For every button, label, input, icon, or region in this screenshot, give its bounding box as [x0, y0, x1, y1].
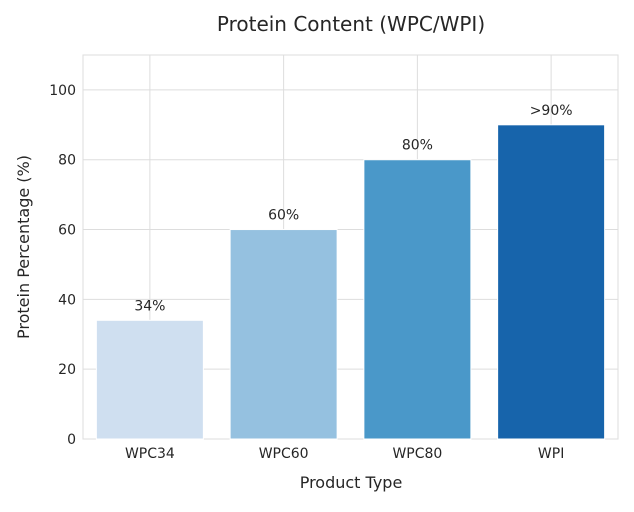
bar: [229, 229, 338, 440]
y-tick-label: 100: [49, 83, 76, 99]
y-tick-label: 0: [67, 432, 76, 448]
y-tick-label: 60: [58, 223, 76, 239]
y-axis-label: Protein Percentage (%): [14, 155, 33, 339]
x-tick-label: WPI: [538, 446, 564, 462]
data-label: 34%: [134, 298, 165, 314]
data-label: 60%: [268, 208, 299, 224]
y-tick-label: 80: [58, 153, 76, 169]
data-label: >90%: [530, 103, 573, 119]
bar: [497, 124, 606, 440]
data-label: 80%: [402, 138, 433, 154]
bar: [363, 159, 472, 440]
y-tick-label: 40: [58, 292, 76, 308]
y-tick-label: 20: [58, 362, 76, 378]
x-tick-label: WPC60: [259, 446, 309, 462]
chart-title: Protein Content (WPC/WPI): [217, 12, 485, 36]
x-tick-label: WPC34: [125, 446, 175, 462]
bar: [95, 319, 204, 440]
x-tick-label: WPC80: [392, 446, 442, 462]
x-axis-label: Product Type: [300, 473, 403, 492]
